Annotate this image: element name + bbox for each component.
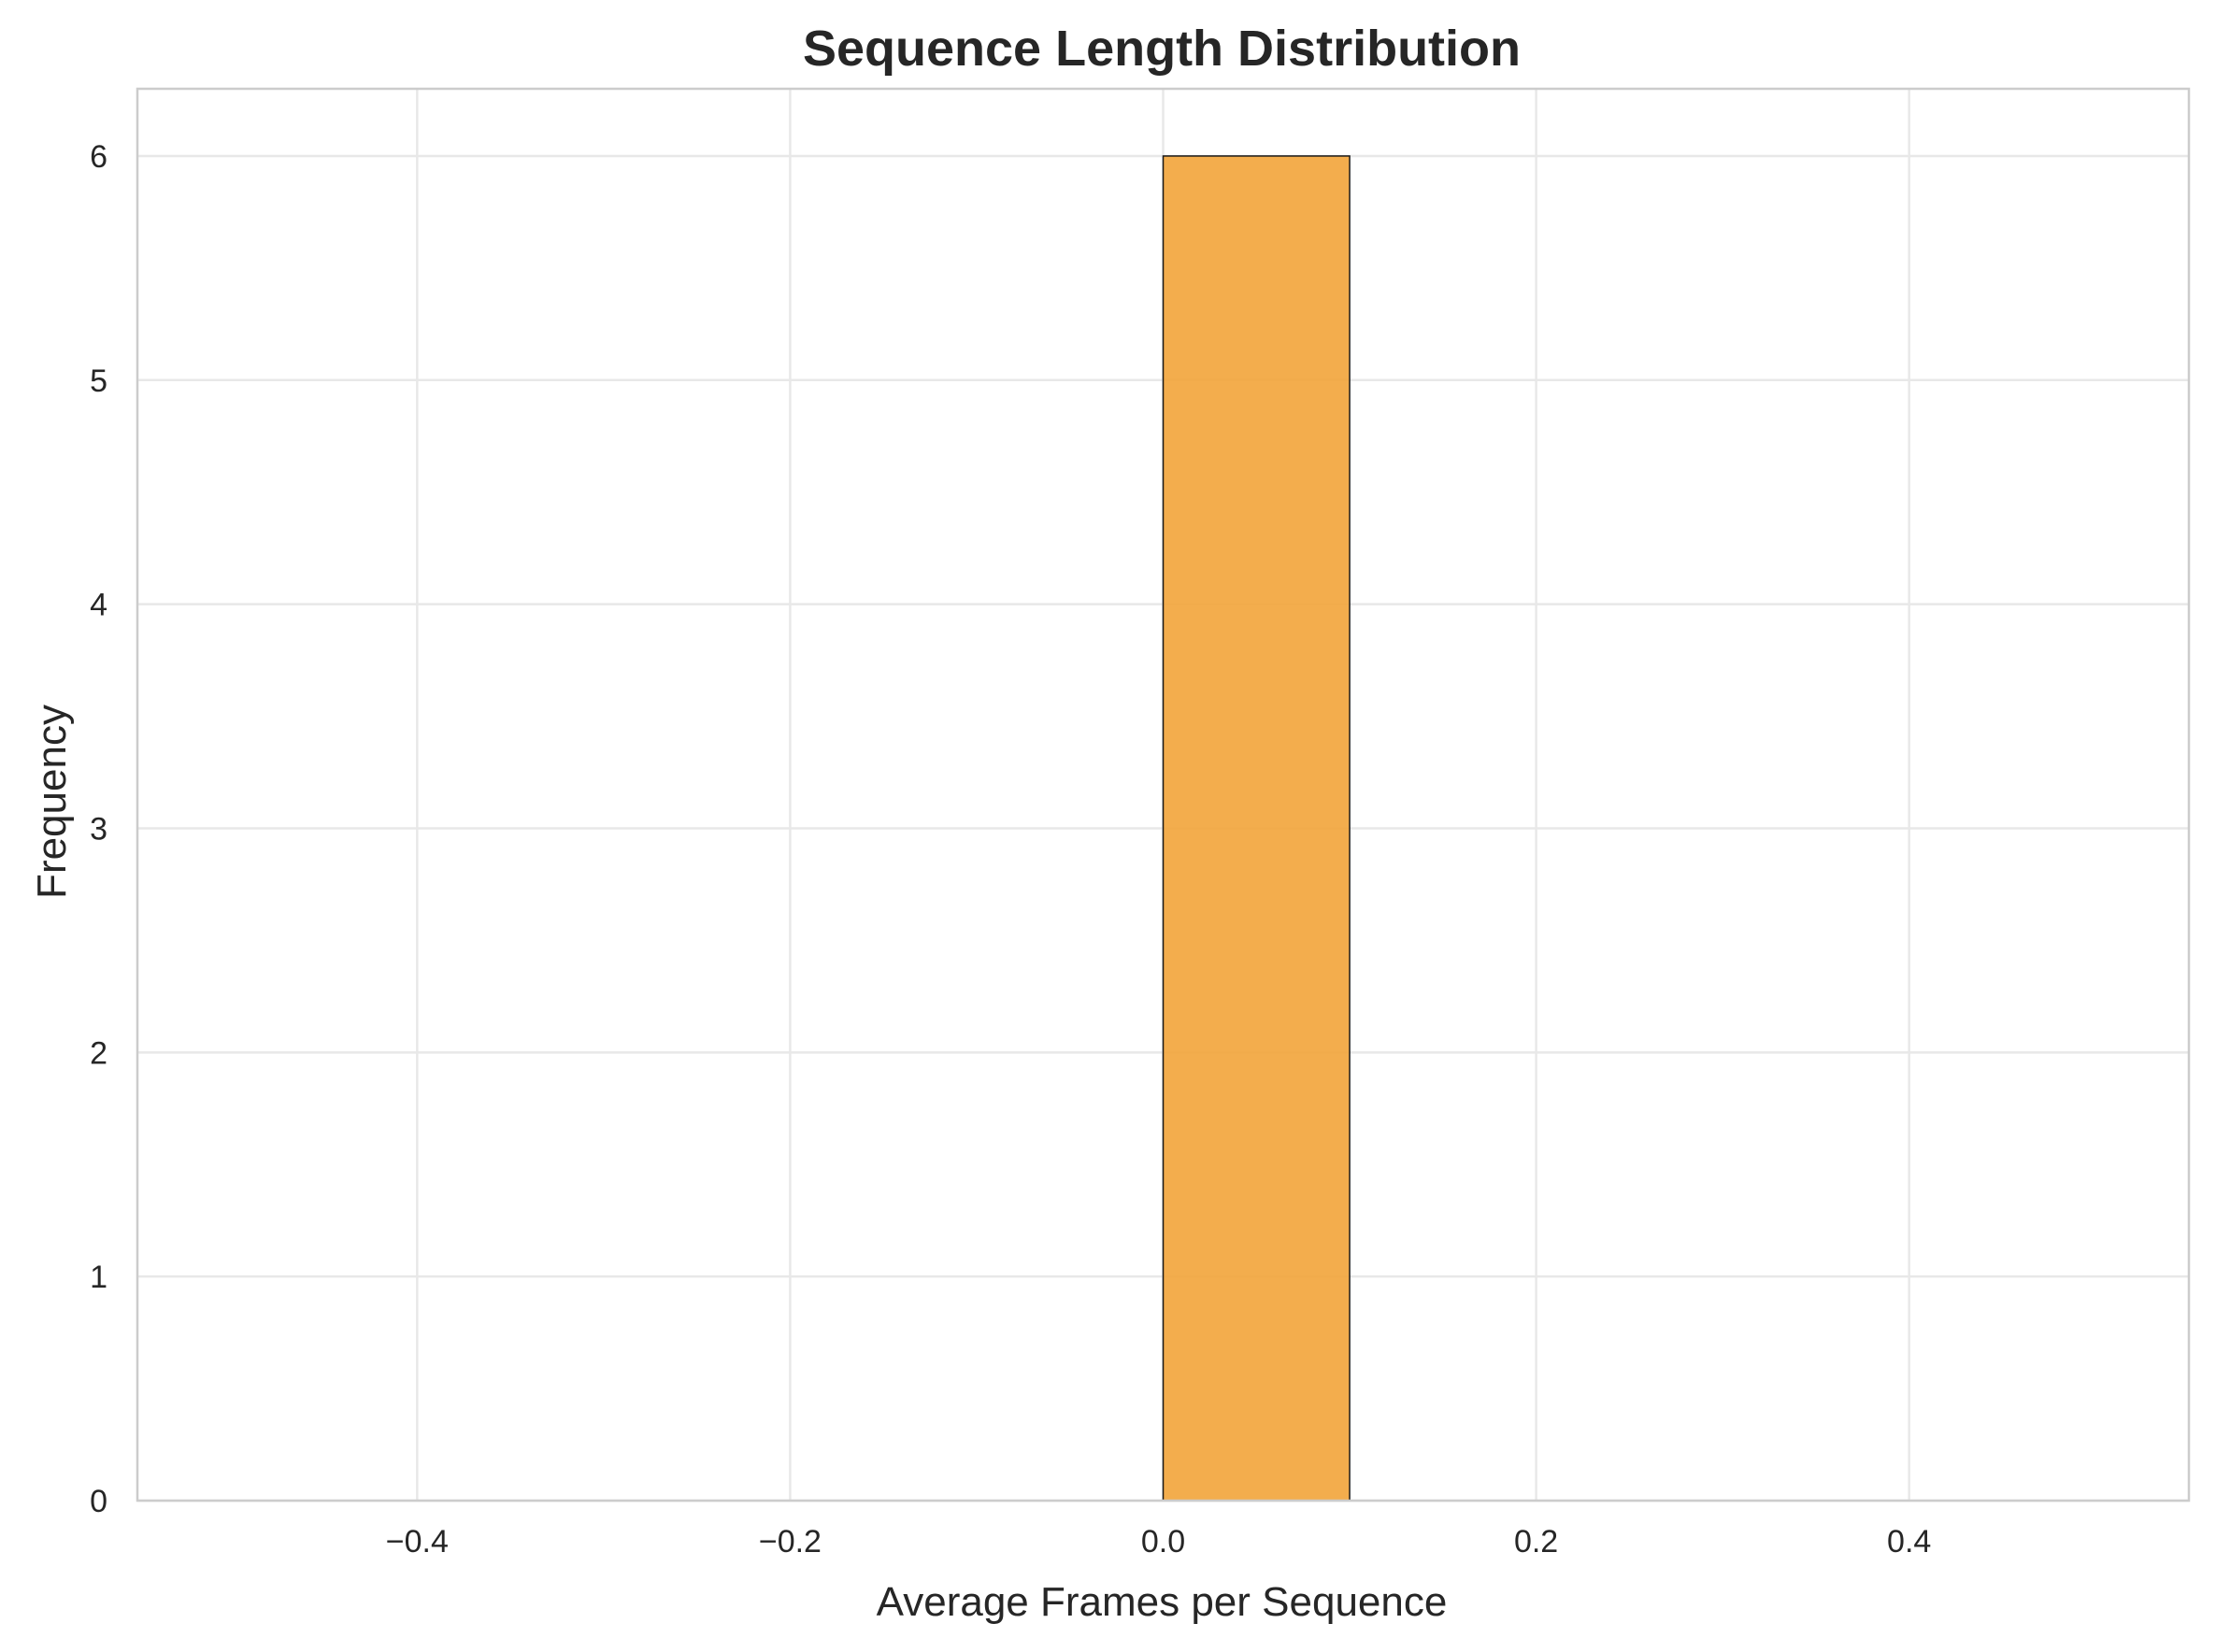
y-tick-label: 3	[90, 811, 107, 847]
y-tick-label: 6	[90, 139, 107, 175]
plot-frame	[136, 87, 2191, 1502]
y-tick-label: 5	[90, 363, 107, 399]
x-axis-label: Average Frames per Sequence	[877, 1579, 1448, 1625]
chart-title: Sequence Length Distribution	[803, 21, 1521, 77]
x-tick-label: −0.4	[386, 1524, 449, 1559]
x-tick-label: 0.0	[1141, 1524, 1185, 1559]
y-tick-label: 2	[90, 1035, 107, 1071]
y-tick-label: 1	[90, 1260, 107, 1295]
histogram-bars	[1162, 155, 1351, 1502]
x-tick-label: 0.4	[1887, 1524, 1931, 1559]
y-axis-ticks: 0 1 2 3 4 5 6	[90, 139, 107, 1519]
histogram-bar	[1162, 155, 1351, 1502]
y-tick-label: 0	[90, 1484, 107, 1519]
y-tick-label: 4	[90, 588, 107, 623]
y-axis-label: Frequency	[29, 705, 75, 899]
x-tick-label: 0.2	[1514, 1524, 1558, 1559]
x-tick-label: −0.2	[759, 1524, 822, 1559]
x-axis-ticks: −0.4 −0.2 0.0 0.2 0.4	[386, 1524, 1932, 1559]
